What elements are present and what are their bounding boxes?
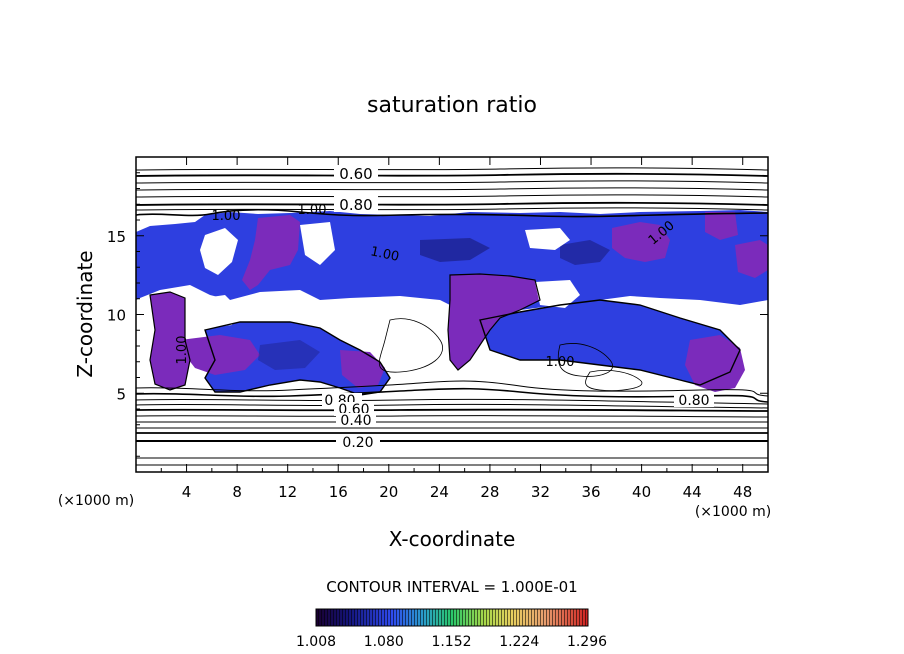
x-tick-label: 24	[430, 483, 449, 501]
x-tick-label: 28	[480, 483, 499, 501]
y-tick-label: 15	[107, 228, 126, 246]
contour-lines	[136, 167, 768, 466]
purple-patch-e	[685, 335, 745, 392]
dark-blue-patch-c	[258, 340, 320, 370]
purple-patch-d	[180, 335, 260, 375]
contour-label: 1.00	[212, 209, 241, 224]
y-axis-ticks: 5 10 15	[107, 172, 768, 457]
colorbar-tick-label: 1.224	[499, 634, 539, 650]
contour-label: 0.80	[678, 393, 709, 409]
x-unit-right: (×1000 m)	[695, 504, 771, 520]
clear-gap-d	[300, 222, 335, 265]
colorbar-tick-label: 1.152	[431, 634, 471, 650]
x-tick-label: 32	[531, 483, 550, 501]
contour-label: 0.60	[339, 165, 372, 183]
purple-patch-a	[242, 215, 300, 290]
contour-interval-note: CONTOUR INTERVAL = 1.000E-01	[326, 578, 577, 596]
clear-gap-a	[200, 228, 238, 275]
x-tick-label: 48	[733, 483, 752, 501]
x-unit-left: (×1000 m)	[58, 493, 134, 509]
colorbar-ticks: 1.008 1.080 1.152 1.224 1.296	[296, 634, 607, 650]
purple-patch-b	[448, 274, 540, 370]
purple-patch-h	[340, 350, 385, 388]
plot-area: 0.60 0.80 1.00 1.00 1.00 1.00 1.00 1.00 …	[136, 157, 768, 472]
x-tick-label: 12	[278, 483, 297, 501]
supersaturation-field	[136, 210, 768, 395]
chart-title: saturation ratio	[367, 93, 537, 118]
x-axis-label: X-coordinate	[389, 527, 516, 551]
clear-gap-b	[525, 228, 570, 250]
contour-label-group: 0.60 0.80 1.00 1.00 1.00 1.00 1.00 1.00 …	[175, 165, 714, 451]
x-tick-label: 8	[232, 483, 242, 501]
contour-label: 0.40	[340, 413, 371, 429]
contour-label: 0.20	[342, 435, 373, 451]
contour-label: 1.00	[546, 355, 575, 370]
contour-label: 1.00	[369, 244, 400, 265]
y-tick-label: 10	[107, 307, 126, 325]
colorbar	[315, 608, 589, 627]
colorbar-tick-label: 1.296	[567, 634, 607, 650]
x-tick-label: 4	[182, 483, 192, 501]
x-tick-label: 44	[683, 483, 702, 501]
purple-patch-c	[612, 222, 670, 262]
colorbar-tick-label: 1.008	[296, 634, 336, 650]
x-tick-label: 40	[632, 483, 651, 501]
mid-cloud	[480, 300, 740, 385]
x-tick-label: 16	[329, 483, 348, 501]
purple-patch-f	[735, 240, 768, 278]
dark-blue-patch-b	[560, 240, 610, 265]
y-axis-label: Z-coordinate	[73, 250, 97, 377]
contour-label: 0.80	[339, 196, 372, 214]
x-tick-label: 20	[379, 483, 398, 501]
left-column-purple	[150, 292, 190, 390]
lower-left-cloud	[205, 322, 390, 395]
colorbar-tick-label: 1.080	[364, 634, 404, 650]
clear-gap-c	[535, 280, 580, 308]
contour-label: 1.00	[298, 203, 327, 218]
purple-patch-g	[705, 212, 738, 240]
contour-label: 1.00	[175, 336, 190, 365]
clear-gap-e	[190, 295, 240, 328]
y-tick-label: 5	[116, 385, 126, 403]
x-tick-label: 36	[581, 483, 600, 501]
dark-blue-patch-a	[420, 238, 490, 262]
x-axis-ticks: 4 8 12 16 20 24 28 32 36 40 44 48	[160, 157, 769, 501]
